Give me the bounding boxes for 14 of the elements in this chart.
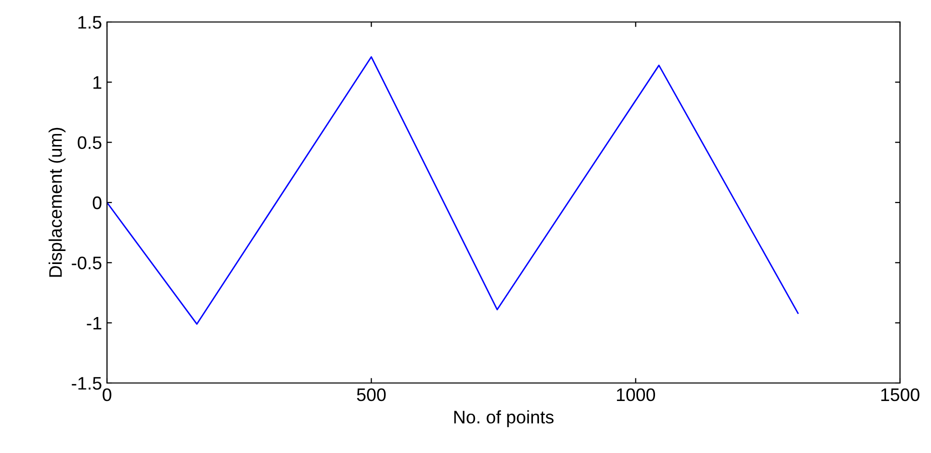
line-series: [107, 56, 799, 325]
x-axis-title: No. of points: [454, 410, 554, 428]
x-tick-label: 500: [356, 388, 386, 402]
y-tick-label: 0: [92, 196, 102, 210]
y-tick-label: -1: [86, 316, 102, 330]
x-tick-label: 1500: [881, 388, 920, 402]
x-tick-label: 0: [102, 388, 112, 402]
y-tick-label: -1.5: [72, 377, 102, 390]
y-tick-label: 0.5: [78, 136, 102, 150]
y-tick-label: -0.5: [72, 256, 102, 270]
x-tick-label: 1000: [616, 388, 656, 402]
y-tick-label: 1: [93, 76, 102, 89]
y-tick-label: 1.5: [78, 16, 102, 29]
y-axis-title: Displacement (um): [48, 128, 66, 277]
